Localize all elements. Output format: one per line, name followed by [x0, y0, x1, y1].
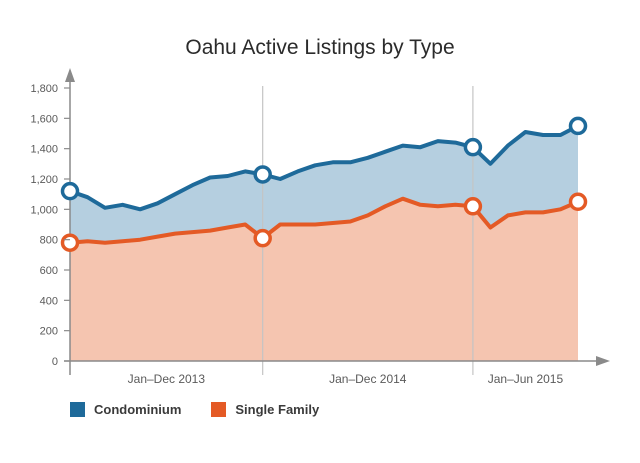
legend: Condominium Single Family	[70, 402, 319, 417]
y-axis-ticks: 0 200 400 600 800 1,000 1,200 1,400 1,600 1,800	[30, 83, 70, 368]
legend-label-single-family: Single Family	[235, 402, 320, 417]
area-single-family	[70, 198, 578, 361]
period-label: Jan–Jun 2015	[488, 372, 564, 386]
y-tick-label: 0	[52, 356, 58, 368]
y-tick-label: 1,000	[30, 204, 58, 216]
y-tick-label: 1,200	[30, 174, 58, 186]
y-tick-label: 1,400	[30, 144, 58, 156]
period-label: Jan–Dec 2013	[128, 372, 206, 386]
y-tick-label: 200	[40, 326, 58, 338]
y-tick-label: 400	[40, 295, 58, 307]
line-single-family	[68, 196, 580, 245]
marker-condominium[interactable]	[568, 116, 588, 136]
y-tick-label: 1,800	[30, 83, 58, 95]
highlight-markers	[60, 116, 588, 252]
y-tick-label: 600	[40, 265, 58, 277]
marker-single-family[interactable]	[60, 233, 80, 252]
x-axis-arrow	[596, 356, 610, 366]
marker-single-family[interactable]	[463, 197, 483, 216]
marker-single-family[interactable]	[568, 192, 588, 211]
y-tick-label: 1,600	[30, 113, 58, 125]
series-lines	[68, 123, 580, 245]
marker-condominium[interactable]	[253, 165, 272, 184]
y-axis-arrow	[65, 68, 75, 82]
series-areas	[70, 125, 578, 362]
line-condominium	[68, 123, 580, 212]
legend-swatch-condominium	[70, 402, 85, 417]
axes	[64, 68, 610, 375]
chart-title: Oahu Active Listings by Type	[185, 36, 455, 59]
legend-item-single-family[interactable]: Single Family	[211, 402, 319, 417]
legend-label-condominium: Condominium	[94, 402, 182, 417]
period-label: Jan–Dec 2014	[329, 372, 407, 386]
y-tick-label: 800	[40, 235, 58, 247]
legend-item-condominium[interactable]: Condominium	[70, 402, 181, 417]
marker-condominium[interactable]	[463, 137, 483, 157]
legend-swatch-single-family	[211, 402, 227, 417]
period-labels: Jan–Dec 2013 Jan–Dec 2014 Jan–Jun 2015	[128, 372, 564, 386]
marker-single-family[interactable]	[253, 228, 272, 248]
marker-condominium[interactable]	[60, 181, 80, 201]
